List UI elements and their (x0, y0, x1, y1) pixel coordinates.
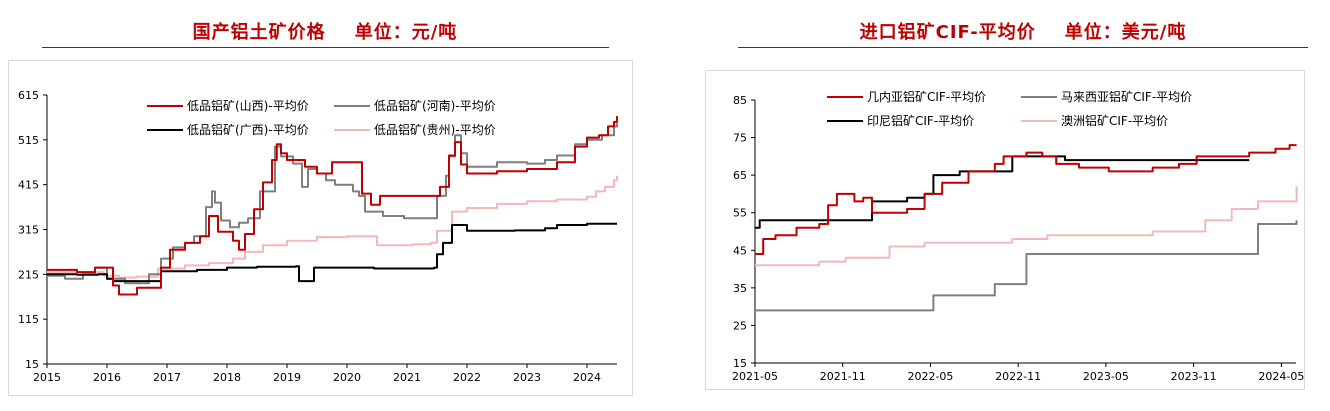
left-plot-frame (8, 60, 633, 396)
right-plot-frame (705, 70, 1305, 390)
left-title-rule (42, 47, 609, 48)
left-chart-title: 国产铝土矿价格 单位：元/吨 (192, 22, 458, 43)
right-chart-title: 进口铝矿CIF-平均价 单位：美元/吨 (859, 22, 1187, 43)
right-title-rule (738, 47, 1308, 48)
left-panel: 国产铝土矿价格 单位：元/吨 (40, 0, 610, 411)
right-panel: 进口铝矿CIF-平均价 单位：美元/吨 (738, 0, 1308, 411)
